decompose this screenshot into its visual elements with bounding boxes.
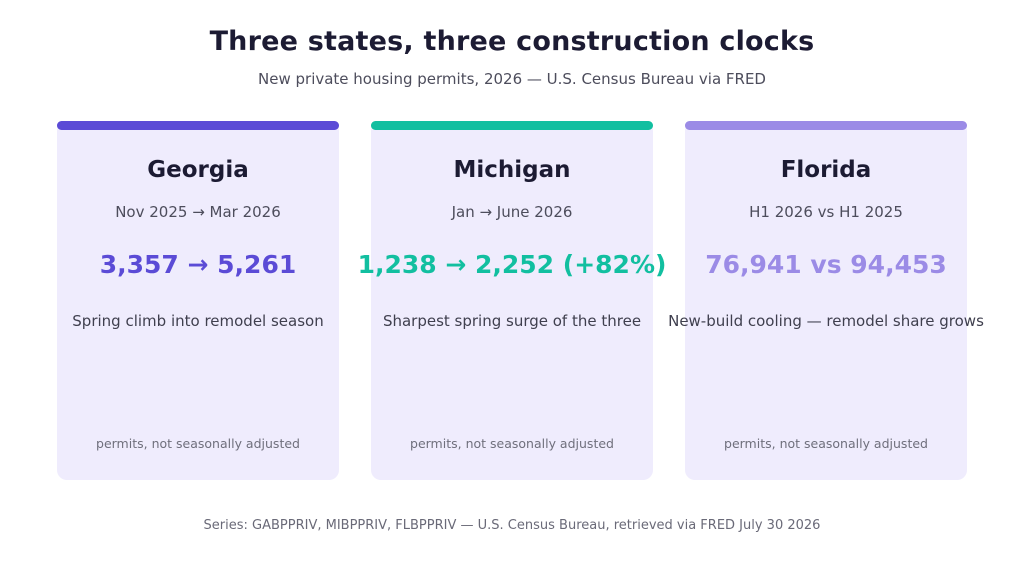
card-accent-bar	[685, 121, 967, 130]
card-value: 76,941 vs 94,453	[705, 250, 947, 279]
card-georgia: Georgia Nov 2025 → Mar 2026 3,357 → 5,26…	[57, 121, 339, 480]
card-period: Nov 2025 → Mar 2026	[115, 203, 281, 221]
card-footnote: permits, not seasonally adjusted	[410, 436, 614, 451]
card-footnote: permits, not seasonally adjusted	[96, 436, 300, 451]
card-value: 1,238 → 2,252 (+82%)	[357, 250, 667, 279]
card-period: H1 2026 vs H1 2025	[749, 203, 903, 221]
card-note: Sharpest spring surge of the three	[382, 312, 642, 330]
source-footnote: Series: GABPPRIV, MIBPPRIV, FLBPPRIV — U…	[203, 518, 821, 533]
card-accent-bar	[57, 121, 339, 130]
card-footnote: permits, not seasonally adjusted	[724, 436, 928, 451]
page-title: Three states, three construction clocks	[209, 26, 815, 57]
card-michigan: Michigan Jan → June 2026 1,238 → 2,252 (…	[358, 121, 666, 480]
card-period: Jan → June 2026	[451, 203, 573, 221]
card-value: 3,357 → 5,261	[99, 250, 297, 279]
card-accent-bar	[371, 121, 653, 130]
card-state-name: Michigan	[453, 157, 571, 183]
card-state-name: Florida	[780, 157, 872, 183]
card-florida: Florida H1 2026 vs H1 2025 76,941 vs 94,…	[668, 121, 984, 480]
page-subtitle: New private housing permits, 2026 — U.S.…	[258, 70, 766, 88]
card-note: New-build cooling — remodel share grows	[668, 312, 984, 330]
card-state-name: Georgia	[147, 157, 249, 183]
card-note: Spring climb into remodel season	[72, 312, 324, 330]
